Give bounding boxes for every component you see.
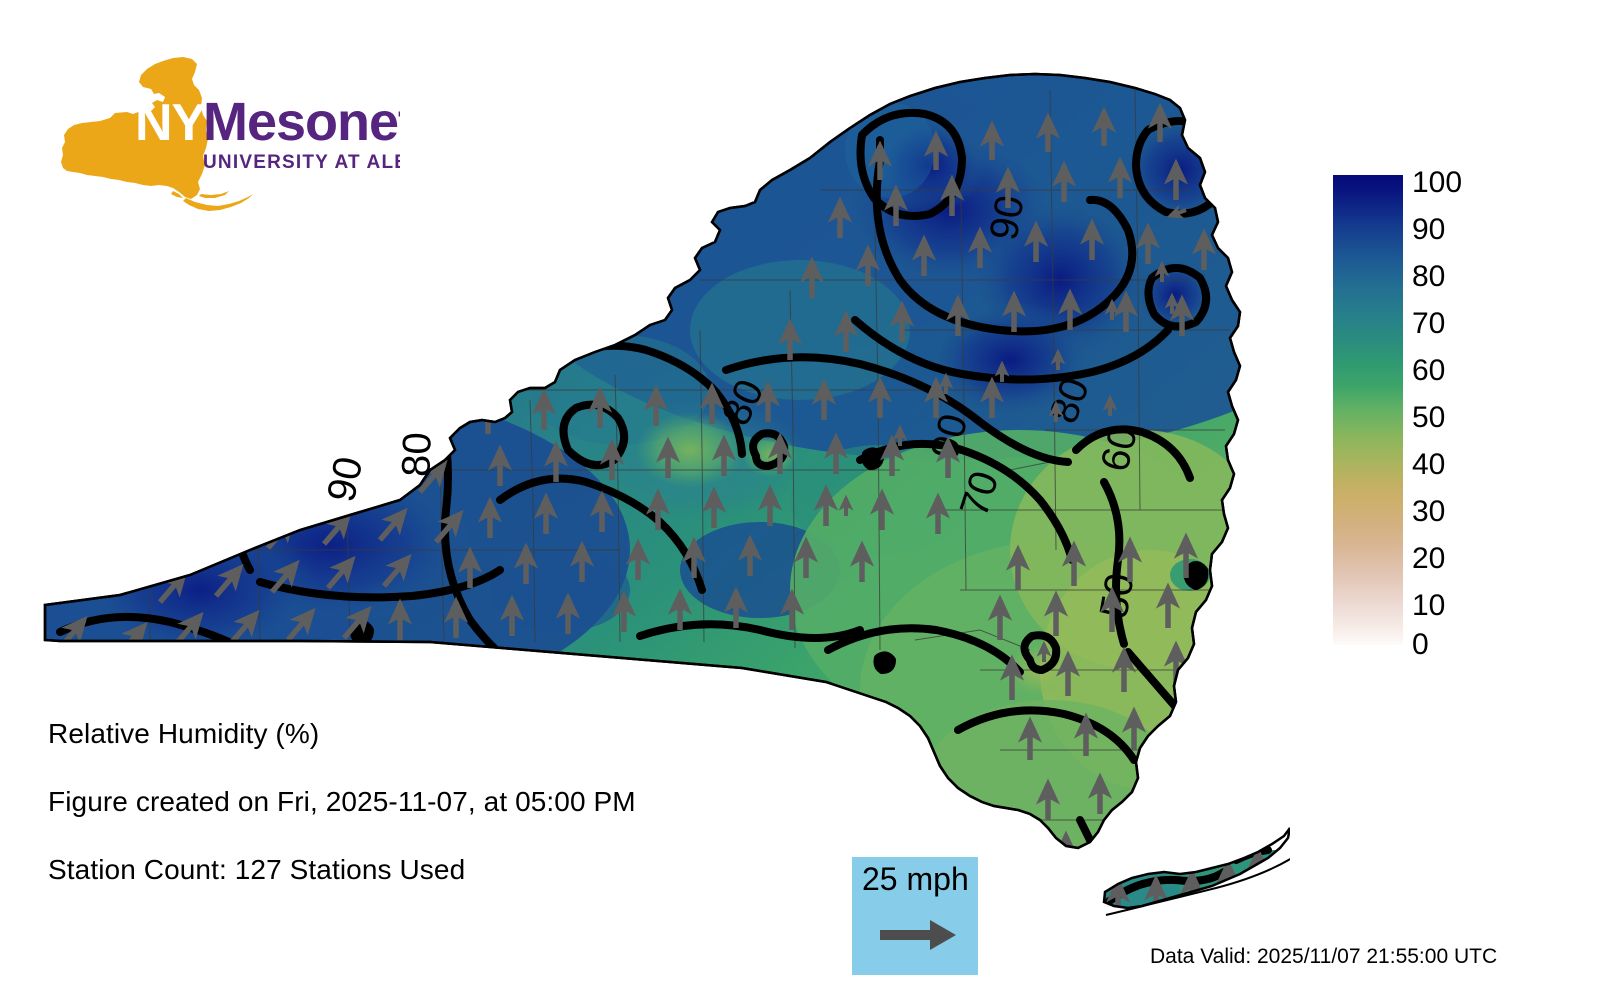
- colorbar-tick-60: 60: [1412, 354, 1446, 387]
- logo-nys-text: NYS: [135, 94, 240, 152]
- wind-legend-label: 25 mph: [862, 861, 969, 897]
- variable-title: Relative Humidity (%): [48, 718, 320, 749]
- new-york-state-silhouette: [61, 57, 253, 211]
- colorbar-tick-labels: 100 90 80 70 60 50 40 30 20 10 0: [1412, 160, 1502, 660]
- colorbar-tick-70: 70: [1412, 307, 1446, 340]
- svg-text:90: 90: [319, 453, 371, 506]
- colorbar-tick-50: 50: [1412, 401, 1446, 434]
- logo-mesonet-text: Mesonet: [203, 92, 400, 152]
- colorbar-tick-0: 0: [1412, 628, 1429, 661]
- station-count-text: Station Count: 127 Stations Used: [48, 854, 466, 885]
- svg-text:50: 50: [1092, 570, 1143, 621]
- colorbar-tick-90: 90: [1412, 213, 1446, 246]
- svg-text:80: 80: [394, 432, 440, 478]
- figure-info-block: Relative Humidity (%) Figure created on …: [48, 718, 808, 922]
- wind-speed-legend: 25 mph: [852, 857, 978, 975]
- nys-mesonet-logo: NYS Mesonet UNIVERSITY AT ALBANY: [55, 55, 400, 220]
- colorbar-tick-10: 10: [1412, 589, 1446, 622]
- wind-legend-arrow-icon: [878, 915, 958, 955]
- colorbar: [1333, 175, 1403, 645]
- svg-text:60: 60: [1093, 422, 1146, 476]
- figure-created-timestamp: Figure created on Fri, 2025-11-07, at 05…: [48, 786, 636, 817]
- colorbar-tick-40: 40: [1412, 448, 1446, 481]
- relative-humidity-map: 90 80 80 90 80 90 60 70 50: [0, 30, 1290, 940]
- colorbar-tick-80: 80: [1412, 260, 1446, 293]
- colorbar-gradient: [1333, 175, 1403, 645]
- logo-nys-label: NYS: [135, 94, 239, 152]
- colorbar-tick-20: 20: [1412, 542, 1446, 575]
- logo-mesonet-label: Mesonet: [203, 92, 400, 152]
- data-valid-timestamp: Data Valid: 2025/11/07 21:55:00 UTC: [1150, 945, 1498, 968]
- long-island-south-shore: [1105, 857, 1290, 916]
- logo-subtitle: UNIVERSITY AT ALBANY: [203, 152, 400, 173]
- colorbar-tick-30: 30: [1412, 495, 1446, 528]
- colorbar-tick-100: 100: [1412, 166, 1463, 199]
